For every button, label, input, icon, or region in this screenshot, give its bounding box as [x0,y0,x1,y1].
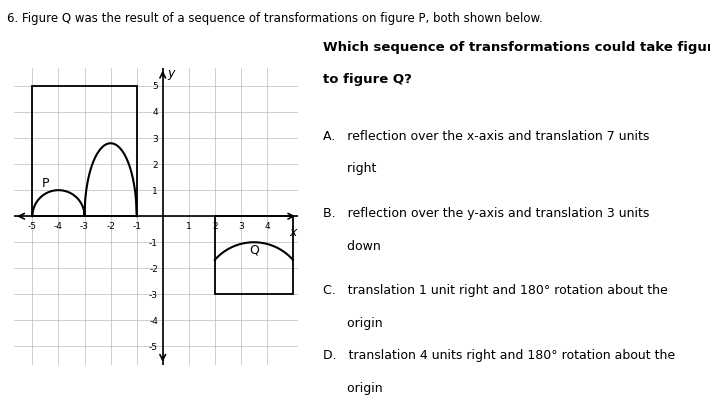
Text: 5: 5 [152,82,158,91]
Text: A.   reflection over the x-axis and translation 7 units: A. reflection over the x-axis and transl… [323,130,650,143]
Text: -5: -5 [28,222,37,231]
Text: x: x [289,226,297,239]
Text: 3: 3 [238,222,244,231]
Text: -5: -5 [149,342,158,351]
Text: origin: origin [323,381,383,394]
Text: to figure Q?: to figure Q? [323,73,412,86]
Text: y: y [168,67,175,80]
Text: right: right [323,162,376,175]
Text: down: down [323,239,381,252]
Text: B.   reflection over the y-axis and translation 3 units: B. reflection over the y-axis and transl… [323,207,650,220]
Text: P: P [42,177,49,190]
Text: -2: -2 [106,222,115,231]
Text: 1: 1 [152,186,158,195]
Text: -4: -4 [149,316,158,325]
Text: 2: 2 [153,160,158,169]
Text: 1: 1 [186,222,192,231]
Text: -1: -1 [132,222,141,231]
Text: 4: 4 [264,222,270,231]
Text: 6. Figure Q was the result of a sequence of transformations on figure P, both sh: 6. Figure Q was the result of a sequence… [7,12,543,25]
Text: -2: -2 [149,264,158,273]
Text: D.   translation 4 units right and 180° rotation about the: D. translation 4 units right and 180° ro… [323,348,675,361]
Text: -1: -1 [149,238,158,247]
Text: origin: origin [323,316,383,329]
Text: 3: 3 [152,134,158,143]
Text: C.   translation 1 unit right and 180° rotation about the: C. translation 1 unit right and 180° rot… [323,284,668,296]
Text: Which sequence of transformations could take figure P: Which sequence of transformations could … [323,40,710,53]
Text: -4: -4 [54,222,63,231]
Text: -3: -3 [149,290,158,299]
Text: Q: Q [249,243,259,256]
Text: 4: 4 [153,108,158,117]
Text: 2: 2 [212,222,218,231]
Text: -3: -3 [80,222,89,231]
